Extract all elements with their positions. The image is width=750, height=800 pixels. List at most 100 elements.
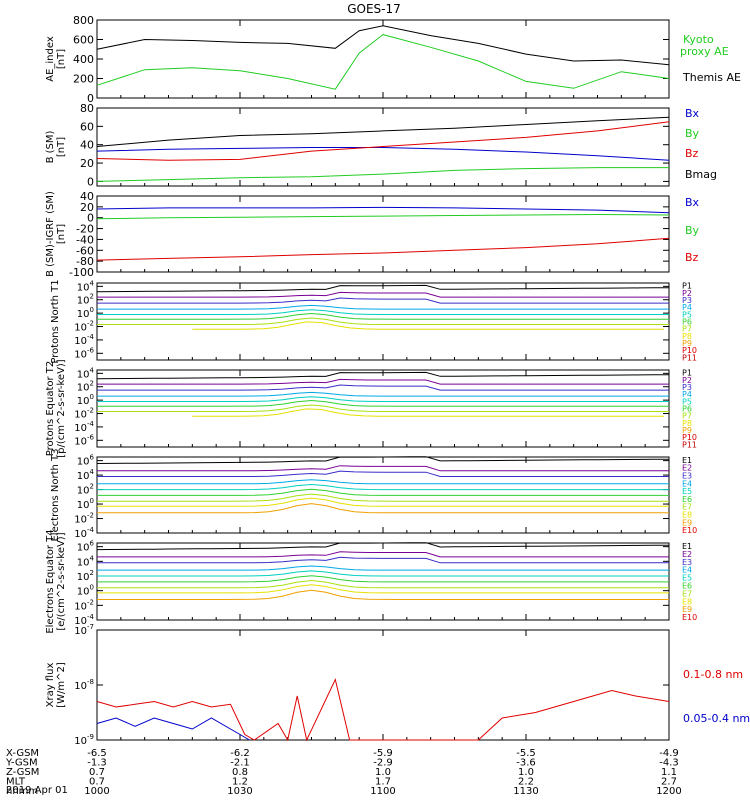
y-tick-label: 10-8 — [74, 678, 94, 692]
legend-channel: E6 — [682, 581, 692, 590]
y-tick-label: 600 — [73, 34, 94, 47]
y-tick-label: 0 — [87, 212, 94, 225]
b-series-line — [96, 213, 670, 220]
footer-value: 0.8 — [232, 767, 248, 778]
legend-channel: E7 — [682, 589, 692, 598]
footer-value: 1030 — [227, 786, 252, 797]
footer-value: 0.7 — [89, 767, 105, 778]
legend-bmag: Bmag — [685, 168, 717, 181]
footer-value: 1000 — [84, 786, 109, 797]
footer-value: -4.9 — [659, 748, 679, 759]
legend-channel: E3 — [682, 472, 692, 481]
legend-channel: E4 — [682, 479, 692, 488]
legend-channel: E5 — [682, 487, 692, 496]
y-tick-label: 10-4 — [74, 613, 94, 627]
b-series-line — [96, 206, 670, 214]
y-tick-label: 102 — [77, 569, 94, 583]
legend-bz: Bz — [685, 147, 699, 160]
xray-short-line — [96, 717, 250, 741]
legend-xray-long: 0.1-0.8 nm — [683, 668, 743, 681]
footer-value: -5.5 — [516, 748, 536, 759]
flux-line — [96, 542, 670, 551]
xray-long-line — [96, 677, 670, 742]
flux-line — [97, 570, 669, 577]
legend-channel: E6 — [682, 495, 692, 504]
legend-channel: P1 — [682, 282, 692, 291]
y-tick-label: 102 — [77, 380, 94, 394]
legend-channel: E10 — [682, 613, 697, 622]
flux-line — [97, 378, 669, 385]
footer-value: -6.5 — [87, 748, 107, 759]
y-tick-label: 104 — [77, 468, 95, 482]
y-tick-label: 10-2 — [74, 512, 94, 526]
footer-value: -2.1 — [230, 758, 250, 769]
flux-line — [97, 465, 669, 472]
legend-channel: P11 — [682, 353, 697, 362]
b-series-line — [96, 147, 670, 161]
y-axis-title: [p/(cm^2-s-sr-keV)] — [56, 359, 67, 458]
y-tick-label: 100 — [77, 306, 94, 320]
legend-channel: P4 — [682, 303, 692, 312]
legend-channel: E10 — [682, 526, 697, 535]
footer-value: -3.6 — [516, 758, 536, 769]
legend-channel: P4 — [682, 390, 692, 399]
y-tick-label: 10-2 — [74, 407, 94, 421]
b-series-line — [96, 116, 670, 147]
flux-line — [97, 589, 669, 600]
footer-value: 0.7 — [89, 777, 105, 788]
flux-line — [192, 321, 665, 330]
legend-channel: E9 — [682, 605, 692, 614]
flux-line — [97, 317, 669, 325]
flux-line — [192, 408, 665, 417]
b-series-line — [96, 237, 670, 261]
legend-channel: E9 — [682, 518, 692, 527]
legend-channel: P10 — [682, 433, 697, 442]
y-tick-label: 40 — [80, 139, 94, 152]
b-series-line — [96, 167, 669, 182]
footer-row-label: Z-GSM — [6, 767, 39, 778]
flux-line — [97, 579, 669, 589]
y-axis-title: Electrons Equator T4 — [45, 529, 56, 633]
y-tick-label: 400 — [73, 53, 94, 66]
flux-line — [97, 384, 669, 391]
b-series-line — [96, 121, 670, 161]
y-tick-label: 106 — [77, 454, 95, 468]
y-axis-title: B (SM)-IGRF (SM) — [45, 191, 56, 277]
y-tick-label: 10-4 — [74, 333, 94, 347]
flux-line — [97, 556, 669, 564]
y-tick-label: 60 — [80, 120, 94, 133]
legend-kyoto: Kyoto — [683, 33, 714, 46]
legend-by: By — [685, 224, 700, 237]
flux-line — [97, 297, 669, 304]
y-tick-label: 104 — [77, 366, 95, 380]
flux-line — [96, 371, 670, 380]
legend-channel: P3 — [682, 383, 692, 392]
y-tick-label: 100 — [77, 584, 94, 598]
legend-bx: Bx — [685, 196, 700, 209]
legend-channel: P6 — [682, 405, 692, 414]
footer-value: 1130 — [513, 786, 538, 797]
legend-channel: P1 — [682, 369, 692, 378]
y-tick-label: -40 — [76, 233, 94, 246]
y-axis-title: [W/m^2] — [56, 662, 67, 708]
flux-line — [97, 497, 669, 507]
legend-xray-short: 0.05-0.4 nm — [683, 712, 750, 725]
y-tick-label: -20 — [76, 223, 94, 236]
flux-line — [97, 470, 669, 477]
flux-line — [97, 396, 669, 402]
y-tick-label: 100 — [77, 497, 94, 511]
footer-value: 1100 — [370, 786, 395, 797]
flux-line — [97, 565, 669, 571]
y-tick-label: 100 — [77, 393, 94, 407]
y-tick-label: -60 — [76, 244, 94, 257]
y-tick-label: 102 — [77, 293, 94, 307]
y-tick-label: 102 — [77, 483, 94, 497]
flux-line — [97, 304, 669, 310]
legend-channel: E5 — [682, 574, 692, 583]
legend-channel: P7 — [682, 412, 692, 421]
legend-bx: Bx — [685, 107, 700, 120]
y-tick-label: 10-2 — [74, 598, 94, 612]
flux-line — [97, 312, 669, 320]
y-axis-title: [e/(cm^2-s-sr-keV)] — [56, 532, 67, 630]
